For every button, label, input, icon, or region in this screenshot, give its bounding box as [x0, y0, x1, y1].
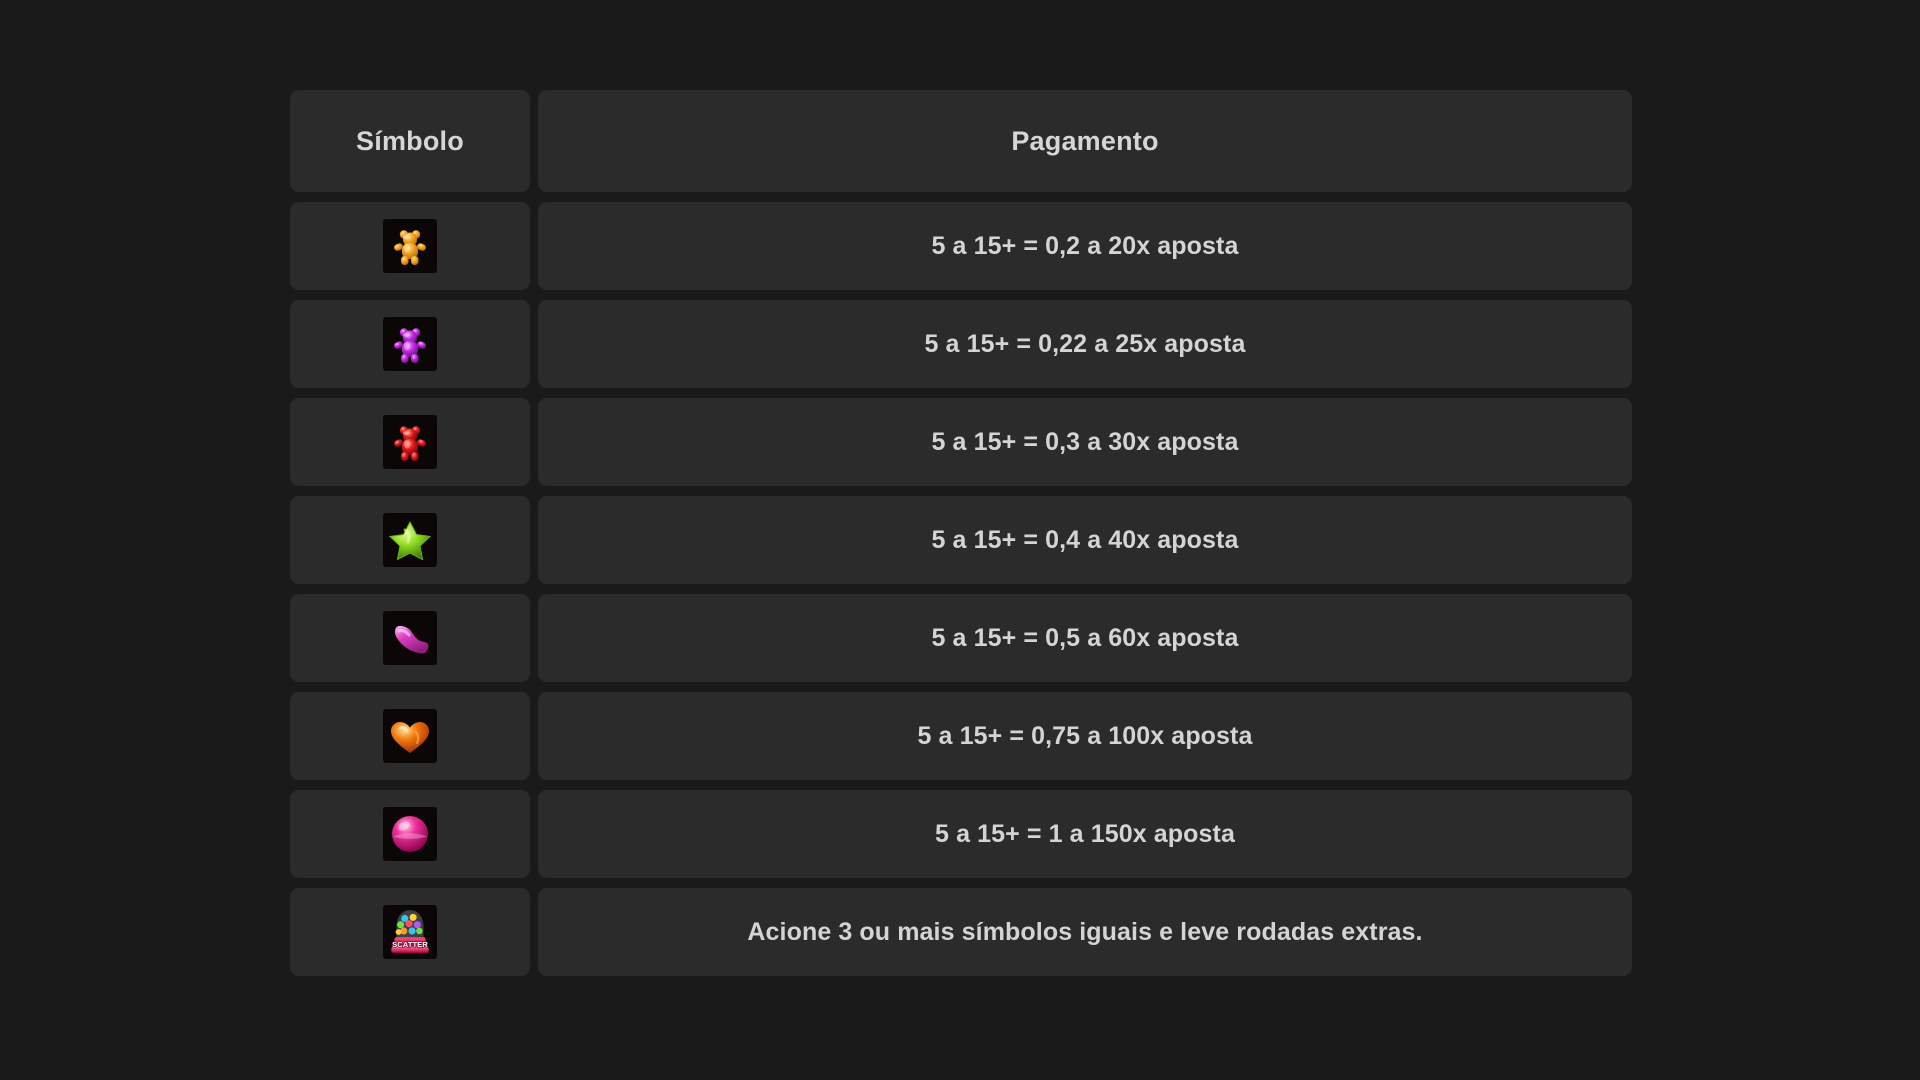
paytable-container: Símbolo Pagamento: [290, 90, 1632, 976]
payment-cell: 5 a 15+ = 0,5 a 60x aposta: [538, 594, 1632, 682]
paytable-row: 5 a 15+ = 0,3 a 30x aposta: [290, 398, 1632, 486]
header-cell-symbol: Símbolo: [290, 90, 530, 192]
payment-cell: 5 a 15+ = 0,22 a 25x aposta: [538, 300, 1632, 388]
payment-label: 5 a 15+ = 0,75 a 100x aposta: [917, 721, 1253, 750]
payment-label: 5 a 15+ = 1 a 150x aposta: [935, 819, 1235, 848]
payment-cell: 5 a 15+ = 0,75 a 100x aposta: [538, 692, 1632, 780]
symbol-cell: [290, 300, 530, 388]
gummy-bear-red-symbol: [383, 415, 437, 469]
payment-cell: Acione 3 ou mais símbolos iguais e leve …: [538, 888, 1632, 976]
symbol-cell: [290, 692, 530, 780]
paytable: Símbolo Pagamento: [290, 90, 1632, 976]
gummy-bear-orange-symbol: [383, 219, 437, 273]
payment-label: 5 a 15+ = 0,3 a 30x aposta: [931, 427, 1239, 456]
payment-label: Acione 3 ou mais símbolos iguais e leve …: [747, 917, 1423, 946]
payment-cell: 5 a 15+ = 0,2 a 20x aposta: [538, 202, 1632, 290]
payment-label: 5 a 15+ = 0,2 a 20x aposta: [931, 231, 1239, 260]
payment-cell: 5 a 15+ = 1 a 150x aposta: [538, 790, 1632, 878]
gummy-bear-purple-symbol: [383, 317, 437, 371]
paytable-row: 5 a 15+ = 0,2 a 20x aposta: [290, 202, 1632, 290]
scatter-candy-jar-symbol: SCATTER: [383, 905, 437, 959]
gummy-star-green-symbol: [383, 513, 437, 567]
paytable-row: 5 a 15+ = 0,5 a 60x aposta: [290, 594, 1632, 682]
paytable-row: 5 a 15+ = 0,4 a 40x aposta: [290, 496, 1632, 584]
candy-ball-pink-symbol: [383, 807, 437, 861]
header-label-payment: Pagamento: [1011, 125, 1159, 156]
gummy-heart-orange-symbol: [383, 709, 437, 763]
paytable-row: 5 a 15+ = 1 a 150x aposta: [290, 790, 1632, 878]
paytable-header-row: Símbolo Pagamento: [290, 90, 1632, 192]
symbol-cell: [290, 398, 530, 486]
payment-label: 5 a 15+ = 0,5 a 60x aposta: [931, 623, 1239, 652]
symbol-cell: [290, 790, 530, 878]
paytable-row: 5 a 15+ = 0,75 a 100x aposta: [290, 692, 1632, 780]
symbol-cell: [290, 594, 530, 682]
symbol-cell: SCATTER: [290, 888, 530, 976]
scatter-label: SCATTER: [392, 940, 428, 949]
paytable-row: SCATTER Acione 3 ou mais símbolos iguais…: [290, 888, 1632, 976]
payment-label: 5 a 15+ = 0,22 a 25x aposta: [924, 329, 1246, 358]
payment-cell: 5 a 15+ = 0,3 a 30x aposta: [538, 398, 1632, 486]
symbol-cell: [290, 496, 530, 584]
symbol-cell: [290, 202, 530, 290]
payment-label: 5 a 15+ = 0,4 a 40x aposta: [931, 525, 1239, 554]
payment-cell: 5 a 15+ = 0,4 a 40x aposta: [538, 496, 1632, 584]
paytable-row: 5 a 15+ = 0,22 a 25x aposta: [290, 300, 1632, 388]
gummy-banana-pink-symbol: [383, 611, 437, 665]
header-cell-payment: Pagamento: [538, 90, 1632, 192]
header-label-symbol: Símbolo: [356, 125, 464, 156]
